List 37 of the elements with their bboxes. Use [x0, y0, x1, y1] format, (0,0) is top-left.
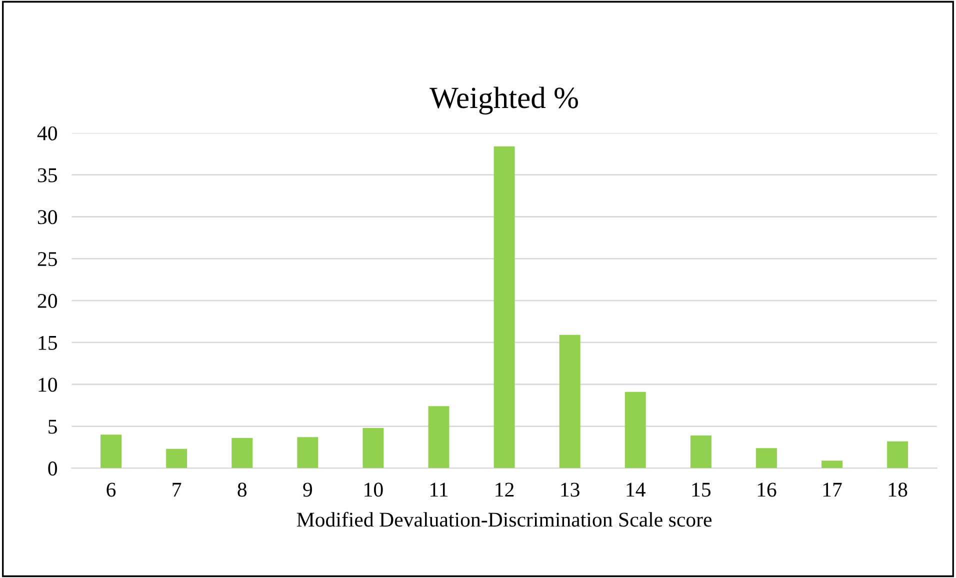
x-tick-label: 18	[888, 482, 908, 497]
y-tick-label: 30	[38, 210, 58, 224]
x-tick-label: 13	[561, 482, 580, 497]
x-tick-label: 12	[496, 482, 514, 497]
bar	[232, 438, 253, 468]
bar	[297, 437, 318, 468]
x-axis-title: Modified Devaluation-Discrimination Scale score	[296, 512, 712, 527]
x-tick-label: 11	[430, 482, 448, 497]
bar	[494, 146, 515, 468]
bar	[559, 334, 580, 468]
x-tick-label: 9	[303, 482, 312, 497]
x-tick-label: 8	[238, 482, 247, 497]
bar	[428, 406, 450, 468]
y-tick-label: 40	[37, 126, 58, 140]
y-tick-label: 10	[38, 378, 58, 392]
x-tick-label: 6	[106, 482, 116, 497]
bar	[624, 392, 646, 468]
bar	[166, 448, 188, 468]
bar	[362, 428, 384, 468]
chart-title: Weighted %	[430, 86, 578, 115]
y-tick-label: 15	[38, 336, 57, 350]
y-tick-label: 20	[38, 294, 58, 308]
x-tick-label: 15	[692, 482, 711, 497]
x-tick-label: 14	[626, 482, 646, 497]
x-tick-label: 17	[823, 482, 842, 497]
bar	[100, 434, 122, 468]
bar	[756, 448, 777, 468]
y-tick-label: 5	[48, 420, 57, 434]
bar	[690, 435, 712, 468]
x-tick-label: 7	[172, 482, 182, 497]
y-tick-label: 0	[48, 462, 58, 476]
bar	[887, 441, 908, 468]
y-tick-label: 35	[38, 168, 57, 182]
x-tick-label: 16	[758, 482, 776, 497]
y-tick-label: 25	[38, 252, 57, 266]
bar	[822, 460, 842, 468]
x-tick-label: 10	[364, 482, 383, 497]
